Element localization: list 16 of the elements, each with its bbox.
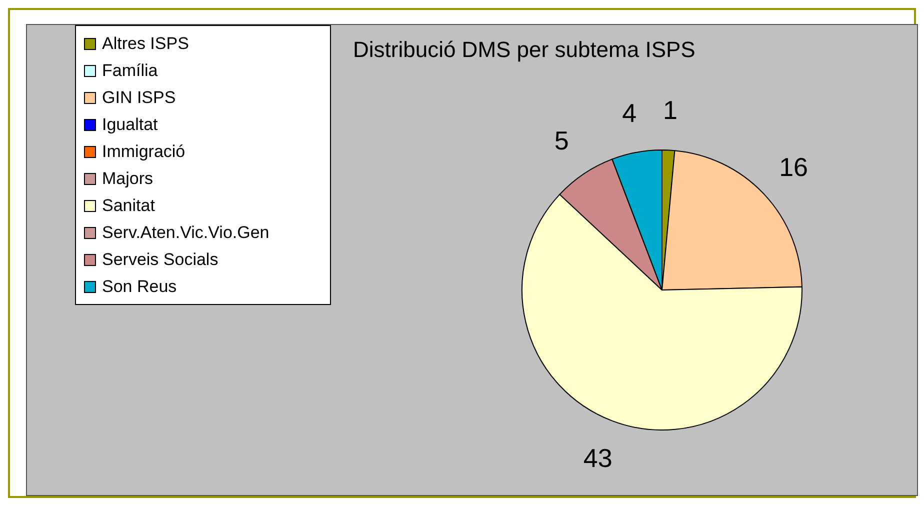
legend-label: Altres ISPS	[102, 34, 189, 54]
legend-label: Sanitat	[102, 196, 155, 216]
legend-label: Son Reus	[102, 276, 177, 296]
legend-label: Igualtat	[102, 114, 158, 134]
legend-label: Serv.Aten.Vic.Vio.Gen	[102, 222, 270, 242]
legend-label: Majors	[102, 168, 154, 188]
text: Distribució DMS per subtema ISPS	[353, 37, 696, 63]
data-label: 1	[662, 95, 678, 126]
data-label: 43	[583, 443, 612, 474]
legend-label: GIN ISPS	[102, 88, 176, 108]
data-label: 4	[622, 98, 637, 128]
legend-label: Immigració	[102, 142, 186, 162]
data-label: 16	[779, 152, 808, 182]
legend-label: Família	[102, 60, 158, 80]
data-label: 5	[554, 126, 569, 156]
legend-label: Serveis Socials	[102, 250, 218, 270]
